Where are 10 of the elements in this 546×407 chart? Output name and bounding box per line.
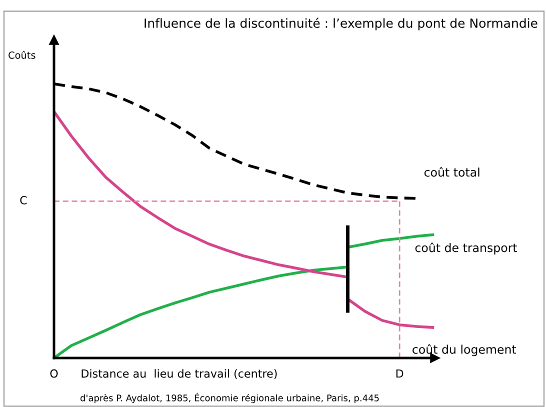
ref-line-label: C [20,196,27,204]
text: d'après P. Aydalot, 1985, Économie régionale urbaine, Paris, p.445 [80,392,379,404]
text: coût de transport [415,242,518,254]
series-label: coût total [424,167,480,177]
x-tick-label: O [50,369,58,378]
chart-title: Influence de la discontinuité : l’exemple du pont de Normandie [144,18,538,30]
x-axis-title: Distance au lieu de travail (centre) [82,369,277,380]
y-axis-title: Coûts [8,50,36,59]
x-tick-label: D [396,369,404,378]
text: coût du logement [412,344,516,356]
